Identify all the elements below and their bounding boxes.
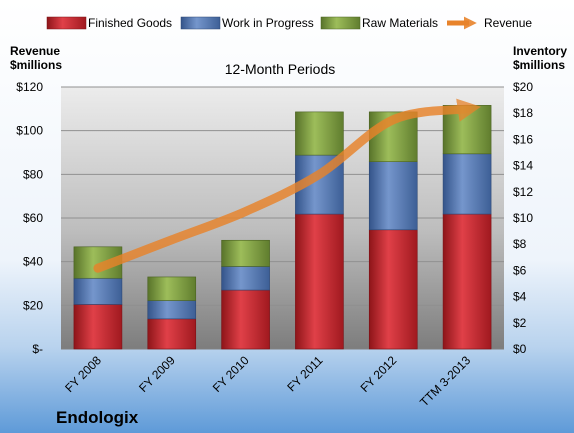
- right-tick-label: $18: [513, 106, 533, 120]
- gridlines: [61, 86, 504, 350]
- right-tick-label: $14: [513, 159, 533, 173]
- right-axis-title-line2: $millions: [513, 58, 565, 72]
- left-axis-title-line2: $millions: [10, 58, 62, 72]
- bar-segment-work-in-progress: [221, 266, 270, 291]
- legend: Finished Goods Work in Progress Raw Mate…: [46, 16, 532, 30]
- bar-segment-finished-goods: [442, 213, 492, 350]
- bar-segment-work-in-progress: [442, 153, 492, 215]
- right-axis-title-line1: Inventory: [513, 44, 567, 58]
- right-tick-label: $8: [513, 237, 527, 251]
- right-tick-label: $6: [513, 263, 527, 277]
- bar-segment-raw-materials: [295, 111, 344, 156]
- bar-segment-finished-goods: [221, 289, 270, 350]
- revenue-trend-line: [93, 98, 481, 273]
- legend-item-raw-materials: Raw Materials: [320, 16, 438, 30]
- legend-swatch-raw-materials: [320, 16, 361, 30]
- left-tick-label: $60: [23, 211, 43, 225]
- right-tick-label: $12: [513, 185, 533, 199]
- revenue-line: [93, 98, 481, 273]
- company-name: Endologix: [56, 408, 139, 427]
- legend-swatch-work-in-progress: [180, 16, 221, 30]
- bars: [73, 105, 492, 350]
- legend-item-revenue: Revenue: [447, 16, 532, 30]
- bar-segment-finished-goods: [295, 213, 344, 350]
- legend-swatch-finished-goods: [46, 16, 87, 30]
- legend-item-finished-goods: Finished Goods: [46, 16, 172, 30]
- bar-segment-raw-materials: [221, 239, 270, 267]
- legend-label-raw-materials: Raw Materials: [362, 16, 438, 30]
- legend-label-revenue: Revenue: [484, 16, 532, 30]
- left-tick-label: $40: [23, 255, 43, 269]
- legend-label-work-in-progress: Work in Progress: [222, 16, 314, 30]
- left-tick-label: $100: [16, 124, 43, 138]
- bar-segment-finished-goods: [147, 318, 197, 350]
- right-tick-label: $4: [513, 290, 527, 304]
- bar-segment-work-in-progress: [147, 300, 197, 320]
- chart-title: 12-Month Periods: [225, 61, 336, 77]
- right-tick-label: $20: [513, 80, 533, 94]
- left-tick-label: $-: [32, 342, 43, 356]
- right-tick-label: $16: [513, 132, 533, 146]
- right-tick-label: $10: [513, 211, 533, 225]
- bar-segment-work-in-progress: [73, 277, 123, 305]
- right-tick-label: $2: [513, 316, 527, 330]
- left-axis-ticks: $- $20 $40 $60 $80 $100 $120: [16, 80, 43, 356]
- left-tick-label: $20: [23, 298, 43, 312]
- left-tick-label: $120: [16, 80, 43, 94]
- right-tick-label: $0: [513, 342, 527, 356]
- bar-segment-work-in-progress: [368, 161, 418, 231]
- legend-label-finished-goods: Finished Goods: [88, 16, 172, 30]
- right-axis-ticks: $0 $2 $4 $6 $8 $10 $12 $14 $16 $18 $20: [513, 80, 533, 356]
- bar-segment-raw-materials: [147, 276, 197, 301]
- bar-segment-finished-goods: [73, 304, 123, 350]
- left-tick-label: $80: [23, 167, 43, 181]
- legend-item-work-in-progress: Work in Progress: [180, 16, 314, 30]
- bar-segment-finished-goods: [368, 229, 418, 350]
- left-axis-title-line1: Revenue: [10, 44, 60, 58]
